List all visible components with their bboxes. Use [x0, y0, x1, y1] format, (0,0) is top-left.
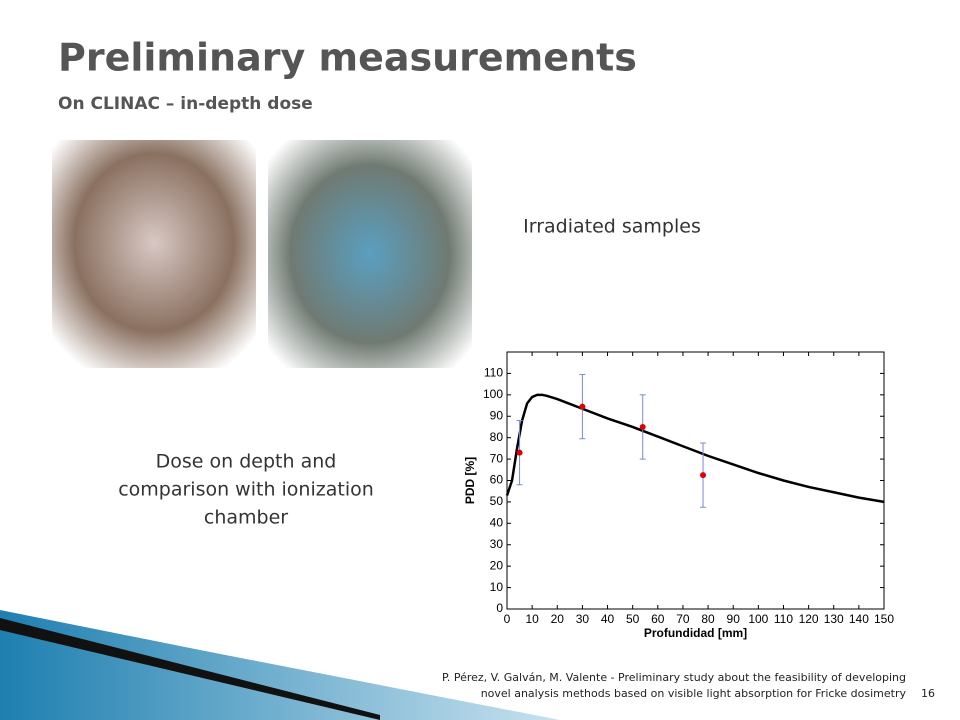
x-tick-label: 130 — [824, 612, 844, 626]
point — [639, 423, 646, 430]
photo-clinac — [52, 140, 256, 368]
y-axis-label: PDD [%] — [463, 457, 477, 504]
chart: 0 10 20 30 40 50 60 70 80 90 100 110 120 130 140 150 0 10… — [463, 351, 894, 640]
y-tick-label: 20 — [490, 558, 504, 572]
x-tick-label: 60 — [651, 612, 665, 626]
x-tick-label: 40 — [601, 612, 615, 626]
x-axis-label: Profundidad [mm] — [644, 626, 747, 640]
x-tick-label: 90 — [727, 612, 741, 626]
x-tick-label: 140 — [849, 612, 869, 626]
photo-samples — [268, 140, 472, 368]
y-tick-label: 70 — [490, 451, 504, 465]
plot-area — [506, 351, 885, 610]
y-tick-label: 30 — [490, 537, 504, 551]
x-tick-label: 20 — [551, 612, 565, 626]
x-tick-label: 100 — [748, 612, 768, 626]
caption-line: comparison with ionization — [118, 479, 374, 501]
x-tick-label: 110 — [774, 612, 793, 626]
y-tick-label: 0 — [496, 601, 503, 615]
x-tick-label: 10 — [525, 612, 539, 626]
page-number: 16 — [921, 687, 935, 700]
swoosh-line — [0, 618, 380, 720]
x-tick-label: 0 — [504, 612, 511, 626]
y-tick-label: 100 — [483, 387, 503, 401]
y-tick-label: 110 — [484, 366, 503, 380]
subtitle: On CLINAC – in-depth dose — [58, 94, 313, 114]
x-tick-label: 70 — [676, 612, 690, 626]
x-tick-label: 80 — [701, 612, 715, 626]
y-tick-label: 50 — [490, 494, 504, 508]
caption: Irradiated samples — [523, 216, 701, 238]
curve — [505, 393, 885, 504]
point — [516, 449, 523, 456]
y-tick-label: 10 — [490, 580, 504, 594]
x-tick-label: 50 — [626, 612, 640, 626]
citation: novel analysis methods based on visible … — [481, 687, 907, 700]
y-tick-label: 40 — [490, 516, 504, 530]
citation: P. Pérez, V. Galván, M. Valente - Prelim… — [442, 671, 906, 684]
x-tick-label: 120 — [799, 612, 819, 626]
y-tick-label: 60 — [490, 473, 504, 487]
caption-line: chamber — [204, 507, 288, 529]
x-tick-label: 150 — [874, 612, 894, 626]
y-tick-label: 80 — [490, 430, 504, 444]
y-tick-label: 90 — [490, 408, 504, 422]
caption-line: Dose on depth and — [156, 451, 337, 473]
point — [700, 472, 707, 479]
title: Preliminary measurements — [58, 36, 637, 80]
point — [579, 403, 586, 410]
swoosh — [0, 610, 560, 720]
x-tick-label: 30 — [576, 612, 590, 626]
